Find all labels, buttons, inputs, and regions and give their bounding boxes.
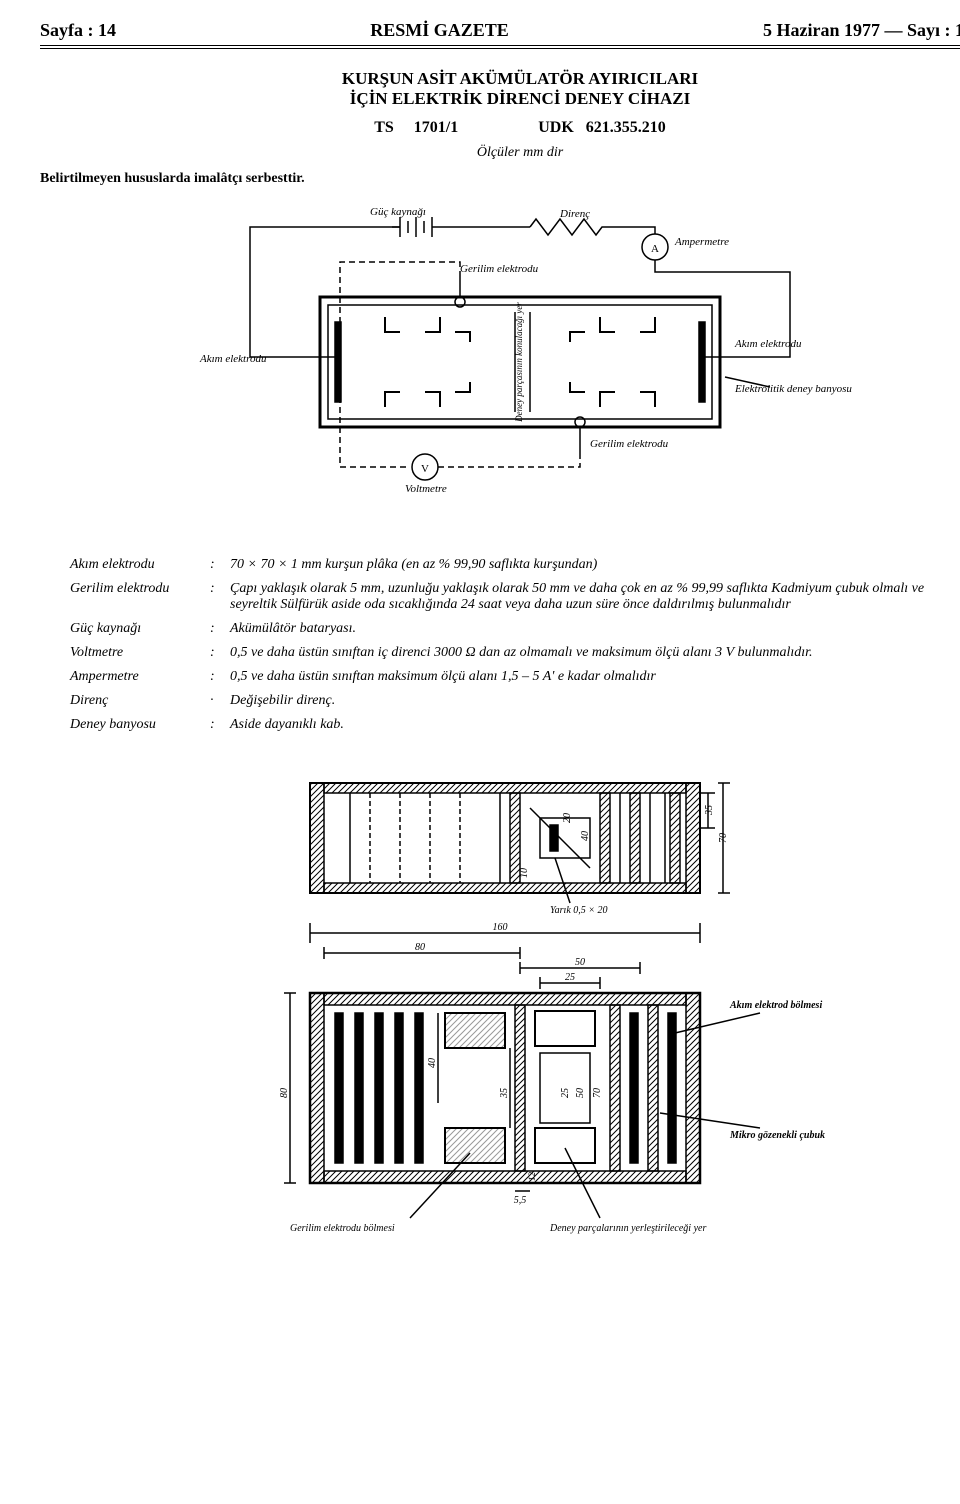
manufacturer-note: Belirtilmeyen hususlarda imalâtçı serbes… [40,171,960,187]
svg-text:Ampermetre: Ampermetre [674,236,729,248]
svg-text:20: 20 [562,813,573,823]
circuit-diagram: A Güç kaynağı Direnç Ampermetre [170,207,870,527]
page-header: Sayfa : 14 RESMİ GAZETE 5 Haziran 1977 —… [40,20,960,41]
def-row: Deney banyosu : Aside dayanıklı kab. [70,717,960,733]
header-right: 5 Haziran 1977 — Sayı : 15957 [763,20,960,41]
svg-text:10: 10 [519,868,530,878]
svg-text:35: 35 [499,1088,510,1099]
svg-text:Akım elektrodu: Akım elektrodu [199,353,267,365]
svg-text:Voltmetre: Voltmetre [405,483,447,495]
title-block: KURŞUN ASİT AKÜMÜLATÖR AYIRICILARI İÇİN … [40,69,960,109]
svg-text:12: 12 [527,1172,537,1182]
definitions-list: Akım elektrodu : 70 × 70 × 1 mm kurşun p… [70,557,960,733]
svg-text:V: V [421,463,429,475]
title-line2: İÇİN ELEKTRİK DİRENCİ DENEY CİHAZI [40,89,960,109]
svg-text:40: 40 [427,1058,438,1068]
def-row: Akım elektrodu : 70 × 70 × 1 mm kurşun p… [70,557,960,573]
def-row: Güç kaynağı : Akümülâtör bataryası. [70,621,960,637]
svg-text:Gerilim elektrodu: Gerilim elektrodu [460,263,539,275]
svg-text:Yarık 0,5 × 20: Yarık 0,5 × 20 [550,905,608,916]
udk-code: UDK 621.355.210 [538,119,666,137]
svg-text:Gerilim elektrodu: Gerilim elektrodu [590,438,669,450]
svg-text:Mikro gözenekli çubuk: Mikro gözenekli çubuk [729,1130,825,1141]
technical-drawing: 20 40 10 35 70 Yarık 0,5 × 20 160 80 50 [170,763,870,1263]
header-center: RESMİ GAZETE [370,20,509,41]
svg-text:160: 160 [493,922,508,933]
header-rule [40,45,960,49]
svg-text:Elektrolitik deney banyosu: Elektrolitik deney banyosu [734,383,852,395]
codes-row: TS 1701/1 UDK 621.355.210 [40,119,960,137]
svg-text:Akım elektrodu: Akım elektrodu [734,338,802,350]
def-row: Ampermetre : 0,5 ve daha üstün sınıftan … [70,669,960,685]
def-row: Gerilim elektrodu : Çapı yaklaşık olarak… [70,581,960,613]
svg-text:Gerilim elektrodu bölmesi: Gerilim elektrodu bölmesi [290,1223,395,1234]
svg-text:Direnç: Direnç [559,208,590,220]
title-line1: KURŞUN ASİT AKÜMÜLATÖR AYIRICILARI [40,69,960,89]
svg-text:80: 80 [415,942,425,953]
svg-text:40: 40 [580,831,591,841]
svg-text:80: 80 [279,1088,290,1098]
ts-code: TS 1701/1 [374,119,458,137]
svg-text:25: 25 [560,1088,571,1098]
units-note: Ölçüler mm dir [40,145,960,161]
svg-text:Deney parçalarının yerleştiril: Deney parçalarının yerleştirileceği yer [549,1223,706,1234]
svg-text:Akım elektrod bölmesi: Akım elektrod bölmesi [729,1000,822,1011]
svg-text:A: A [651,243,659,255]
def-row: Direnç · Değişebilir direnç. [70,693,960,709]
svg-text:50: 50 [575,1088,586,1098]
svg-text:Güç kaynağı: Güç kaynağı [370,207,426,218]
svg-text:25: 25 [565,972,575,983]
svg-text:35: 35 [704,805,715,816]
svg-text:5,5: 5,5 [514,1195,527,1206]
svg-text:70: 70 [592,1088,603,1098]
def-row: Voltmetre : 0,5 ve daha üstün sınıftan i… [70,645,960,661]
header-left: Sayfa : 14 [40,20,116,41]
svg-text:50: 50 [575,957,585,968]
